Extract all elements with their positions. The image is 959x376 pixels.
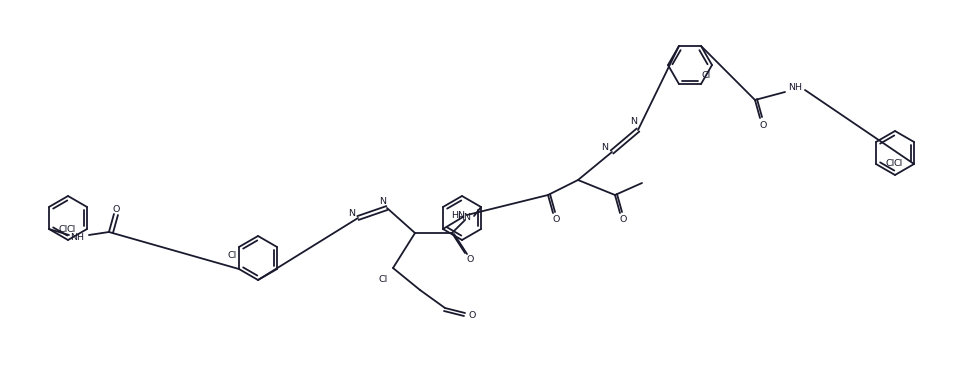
- Text: NH: NH: [788, 83, 802, 92]
- Text: NH: NH: [70, 232, 84, 241]
- Text: Cl: Cl: [701, 71, 711, 80]
- Text: O: O: [620, 215, 626, 224]
- Text: O: O: [468, 311, 476, 320]
- Text: N: N: [380, 197, 386, 206]
- Text: N: N: [601, 144, 609, 153]
- Text: Cl: Cl: [227, 252, 237, 261]
- Text: HN: HN: [451, 211, 465, 220]
- Text: Cl: Cl: [379, 276, 387, 285]
- Text: N: N: [348, 209, 356, 217]
- Text: O: O: [112, 205, 120, 214]
- Text: HN: HN: [457, 214, 471, 223]
- Text: Cl: Cl: [894, 159, 902, 168]
- Text: O: O: [760, 120, 766, 129]
- Text: Cl: Cl: [58, 224, 67, 233]
- Text: N: N: [630, 117, 638, 126]
- Text: Cl: Cl: [66, 224, 76, 233]
- Text: Cl: Cl: [885, 159, 895, 168]
- Text: O: O: [466, 255, 474, 264]
- Text: O: O: [552, 215, 560, 224]
